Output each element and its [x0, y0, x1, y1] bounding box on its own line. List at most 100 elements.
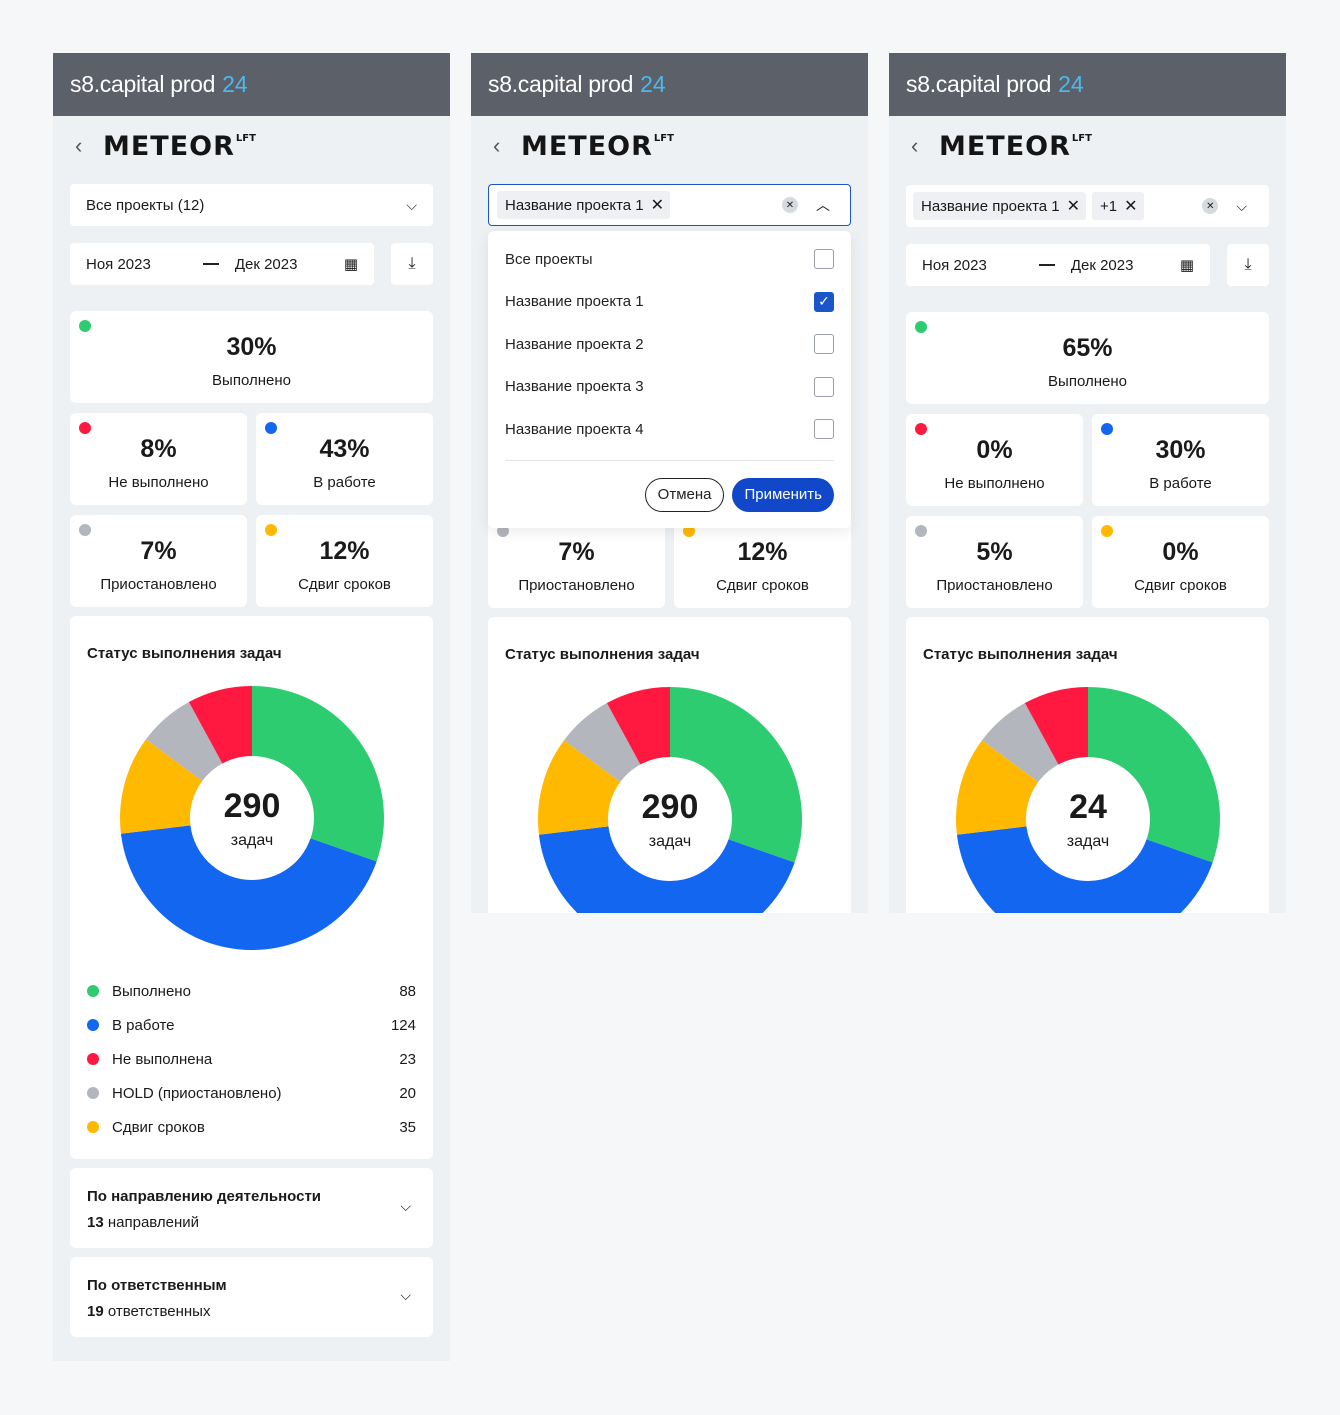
app-title: s8.capital prod [70, 71, 216, 97]
download-icon: ⤓ [1244, 256, 1252, 273]
dropdown-option[interactable]: Название проекта 3 [505, 366, 834, 409]
legend-dot [87, 985, 99, 997]
back-icon[interactable]: ‹ [911, 133, 919, 158]
date-from: Ноя 2023 [86, 255, 151, 273]
total-tasks: 290 [641, 787, 699, 826]
stat-label: Выполнено [1048, 373, 1127, 390]
stat-value: 0% [1162, 538, 1199, 566]
logo: METEORLFT [103, 130, 256, 162]
stat-done: 30% Выполнено [70, 311, 433, 403]
accordion-responsible[interactable]: По ответственным 19 ответственных ⌵ [70, 1257, 433, 1337]
dropdown-option[interactable]: Название проекта 4 [505, 408, 834, 451]
download-button[interactable]: ⤓ [391, 243, 433, 285]
clear-icon[interactable]: ✕ [1202, 198, 1219, 214]
chart-card: Статус выполнения задач 290 задач [488, 617, 851, 913]
donut-chart [120, 686, 384, 950]
date-range-picker[interactable]: Ноя 2023 Дек 2023 ▦ [906, 244, 1210, 286]
legend-value: 88 [399, 982, 416, 1000]
project-select[interactable]: Все проекты (12) ⌵ [70, 184, 433, 226]
date-dash [1038, 264, 1055, 266]
stat-label: Не выполнено [944, 475, 1045, 492]
chart-legend: Выполнено 88 В работе 124 Не выполнена 23 H… [87, 974, 416, 1144]
close-icon[interactable]: ✕ [1124, 198, 1138, 215]
legend-label: В работе [112, 1016, 175, 1034]
logo-row: ‹ METEORLFT [471, 116, 868, 176]
checkbox[interactable] [814, 376, 834, 397]
dropdown-option[interactable]: Название проекта 1 ✓ [505, 281, 834, 324]
legend-value: 20 [399, 1084, 416, 1102]
logo-row: ‹ METEORLFT [53, 116, 450, 176]
checkbox-checked[interactable]: ✓ [814, 291, 834, 312]
dropdown-option[interactable]: Название проекта 2 [505, 323, 834, 366]
donut-slice-выполнено [1088, 687, 1220, 863]
legend-label: HOLD (приостановлено) [112, 1084, 282, 1102]
donut-slice-сдвиг-сроков [538, 740, 621, 835]
legend-dot [87, 1087, 99, 1099]
cancel-button[interactable]: Отмена [644, 477, 725, 512]
logo: METEORLFT [939, 130, 1092, 162]
calendar-icon: ▦ [343, 256, 358, 273]
legend-item: HOLD (приостановлено) 20 [87, 1076, 416, 1110]
stat-hold: 7% Приостановлено [70, 515, 247, 607]
accordion-directions[interactable]: По направлению деятельности 13 направлен… [70, 1168, 433, 1248]
chevron-down-icon: ⌵ [406, 196, 417, 213]
stat-shift: 12% Сдвиг сроков [256, 515, 433, 607]
apply-button[interactable]: Применить [732, 477, 834, 512]
close-icon[interactable]: ✕ [1066, 198, 1081, 215]
legend-item: Сдвиг сроков 35 [87, 1110, 416, 1144]
download-button[interactable]: ⤓ [1227, 244, 1269, 286]
back-icon[interactable]: ‹ [75, 133, 83, 158]
status-dot-hold [915, 525, 927, 537]
stat-value: 8% [140, 435, 177, 463]
chevron-down-icon[interactable]: ⌵ [1236, 197, 1247, 214]
back-icon[interactable]: ‹ [493, 133, 501, 158]
checkbox[interactable] [814, 419, 834, 440]
chevron-up-icon[interactable]: ︿ [816, 197, 830, 213]
chevron-down-icon: ⌵ [400, 1287, 411, 1303]
dropdown-actions: Отмена Применить [505, 477, 834, 512]
stat-not-done: 0% Не выполнено [906, 414, 1083, 506]
screen-all-projects: s8.capital prod 24 ‹ METEORLFT Все проек… [53, 53, 450, 1361]
status-dot-shift [683, 525, 695, 537]
dropdown-option[interactable]: Все проекты [505, 238, 834, 281]
total-tasks: 290 [223, 786, 281, 825]
chart-title: Статус выполнения задач [923, 646, 1118, 663]
donut-slice-не-выполнена [1024, 687, 1088, 765]
stat-value: 65% [1062, 334, 1113, 362]
screen-filtered: s8.capital prod 24 ‹ METEORLFT Название … [889, 53, 1286, 913]
accordion-title: По направлению деятельности [87, 1188, 322, 1205]
accordion-subtitle: 13 направлений [87, 1214, 200, 1231]
close-icon[interactable]: ✕ [650, 197, 665, 214]
donut-center: 24 задач [956, 687, 1220, 913]
donut-center: 290 задач [120, 686, 384, 950]
checkbox[interactable] [814, 249, 834, 270]
status-dot-hold [79, 524, 91, 536]
total-unit: задач [230, 831, 274, 849]
total-unit: задач [1066, 832, 1110, 850]
download-icon: ⤓ [408, 255, 416, 272]
donut-slice-не-выполнена [188, 686, 252, 764]
date-row: Ноя 2023 Дек 2023 ▦ ⤓ [906, 244, 1269, 286]
legend-dot [87, 1121, 99, 1133]
date-to: Дек 2023 [234, 255, 298, 273]
calendar-icon: ▦ [1179, 257, 1194, 274]
status-dot-in-work [265, 422, 277, 434]
status-dot-in-work [1101, 423, 1113, 435]
app-topbar: s8.capital prod 24 [471, 53, 868, 116]
legend-label: Выполнено [112, 982, 191, 1000]
donut-slice-hold-приостановлено- [982, 703, 1059, 783]
checkbox[interactable] [814, 334, 834, 355]
legend-dot [87, 1019, 99, 1031]
legend-item: Выполнено 88 [87, 974, 416, 1008]
clear-icon[interactable]: ✕ [782, 197, 798, 213]
project-select[interactable]: Название проекта 1 ✕ ✕ ︿ [488, 184, 851, 226]
stat-label: В работе [1149, 475, 1212, 492]
stat-value: 43% [319, 435, 370, 463]
stat-label: Приостановлено [936, 577, 1053, 594]
date-range-picker[interactable]: Ноя 2023 Дек 2023 ▦ [70, 243, 374, 285]
stat-value: 12% [737, 538, 788, 566]
stat-value: 5% [976, 538, 1013, 566]
stat-shift: 12% Сдвиг сроков [674, 516, 851, 608]
stat-value: 30% [1155, 436, 1206, 464]
project-select[interactable]: Название проекта 1 ✕ +1 ✕ ✕ ⌵ [906, 185, 1269, 227]
